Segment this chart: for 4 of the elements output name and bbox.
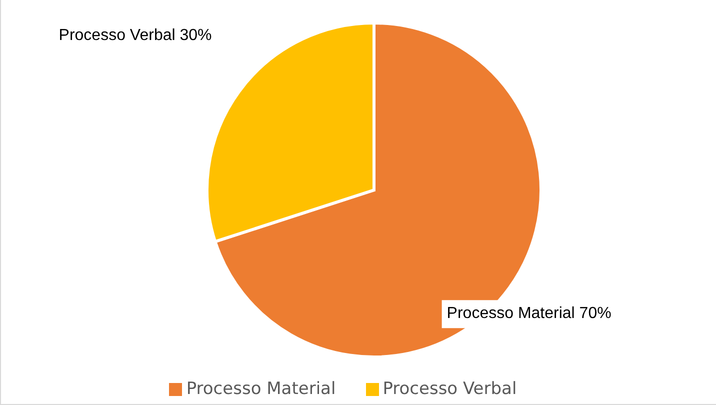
data-label: Processo Material 70% [446, 305, 612, 322]
legend-label: Processo Material [186, 379, 336, 399]
data-label: Processo Verbal 30% [58, 26, 212, 44]
legend-label: Processo Verbal [382, 379, 517, 399]
